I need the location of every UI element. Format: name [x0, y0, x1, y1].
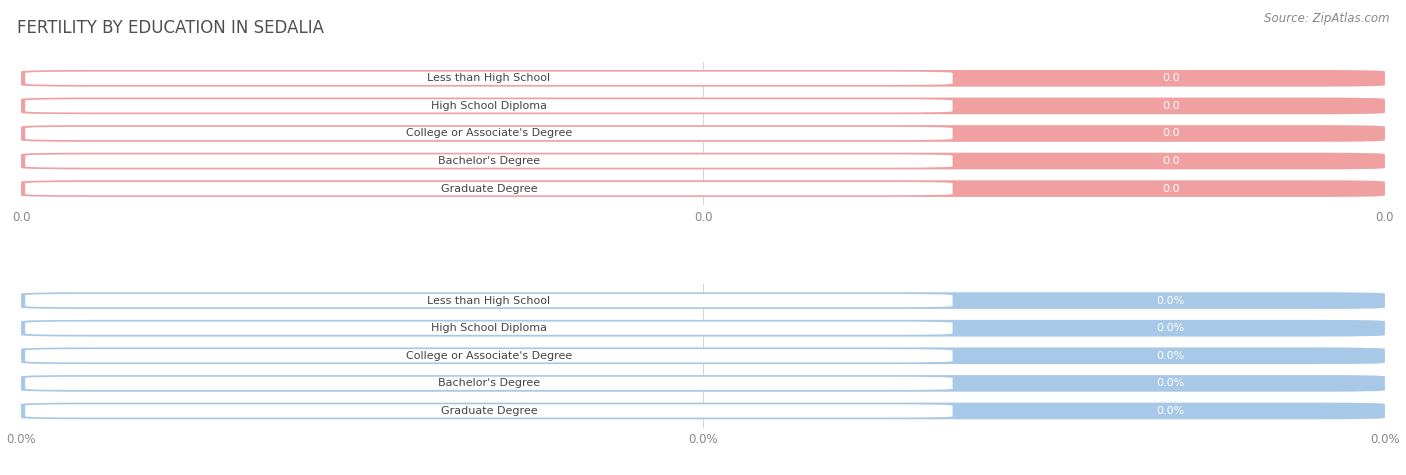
FancyBboxPatch shape [21, 70, 1385, 86]
FancyBboxPatch shape [25, 154, 953, 168]
FancyBboxPatch shape [25, 349, 953, 362]
Text: 0.0%: 0.0% [1157, 406, 1185, 416]
Text: 0.0: 0.0 [1161, 128, 1180, 139]
FancyBboxPatch shape [25, 72, 953, 85]
FancyBboxPatch shape [21, 348, 1385, 364]
FancyBboxPatch shape [21, 97, 1385, 114]
FancyBboxPatch shape [21, 153, 1385, 169]
Text: 0.0: 0.0 [1161, 101, 1180, 111]
FancyBboxPatch shape [21, 125, 1385, 142]
FancyBboxPatch shape [21, 320, 1385, 336]
Text: 0.0: 0.0 [1161, 184, 1180, 194]
FancyBboxPatch shape [25, 322, 953, 335]
Text: 0.0%: 0.0% [1157, 323, 1185, 333]
FancyBboxPatch shape [21, 292, 1385, 309]
FancyBboxPatch shape [25, 404, 953, 418]
Text: 0.0%: 0.0% [1157, 379, 1185, 389]
FancyBboxPatch shape [25, 127, 953, 140]
Text: 0.0: 0.0 [1161, 73, 1180, 83]
FancyBboxPatch shape [21, 70, 1385, 86]
Text: FERTILITY BY EDUCATION IN SEDALIA: FERTILITY BY EDUCATION IN SEDALIA [17, 19, 323, 37]
FancyBboxPatch shape [21, 375, 1385, 392]
FancyBboxPatch shape [25, 182, 953, 195]
Text: Less than High School: Less than High School [427, 295, 550, 305]
Text: Graduate Degree: Graduate Degree [440, 406, 537, 416]
Text: Bachelor's Degree: Bachelor's Degree [437, 156, 540, 166]
FancyBboxPatch shape [21, 180, 1385, 197]
FancyBboxPatch shape [25, 294, 953, 307]
Text: College or Associate's Degree: College or Associate's Degree [406, 351, 572, 361]
FancyBboxPatch shape [21, 320, 1385, 336]
FancyBboxPatch shape [25, 99, 953, 113]
FancyBboxPatch shape [21, 180, 1385, 197]
FancyBboxPatch shape [25, 377, 953, 390]
Text: Bachelor's Degree: Bachelor's Degree [437, 379, 540, 389]
Text: Graduate Degree: Graduate Degree [440, 184, 537, 194]
Text: Less than High School: Less than High School [427, 73, 550, 83]
Text: College or Associate's Degree: College or Associate's Degree [406, 128, 572, 139]
Text: Source: ZipAtlas.com: Source: ZipAtlas.com [1264, 12, 1389, 25]
Text: 0.0: 0.0 [1161, 156, 1180, 166]
FancyBboxPatch shape [21, 375, 1385, 392]
Text: High School Diploma: High School Diploma [430, 101, 547, 111]
Text: 0.0%: 0.0% [1157, 295, 1185, 305]
FancyBboxPatch shape [21, 153, 1385, 169]
FancyBboxPatch shape [21, 403, 1385, 419]
FancyBboxPatch shape [21, 125, 1385, 142]
Text: 0.0%: 0.0% [1157, 351, 1185, 361]
FancyBboxPatch shape [21, 348, 1385, 364]
Text: High School Diploma: High School Diploma [430, 323, 547, 333]
FancyBboxPatch shape [21, 403, 1385, 419]
FancyBboxPatch shape [21, 97, 1385, 114]
FancyBboxPatch shape [21, 292, 1385, 309]
